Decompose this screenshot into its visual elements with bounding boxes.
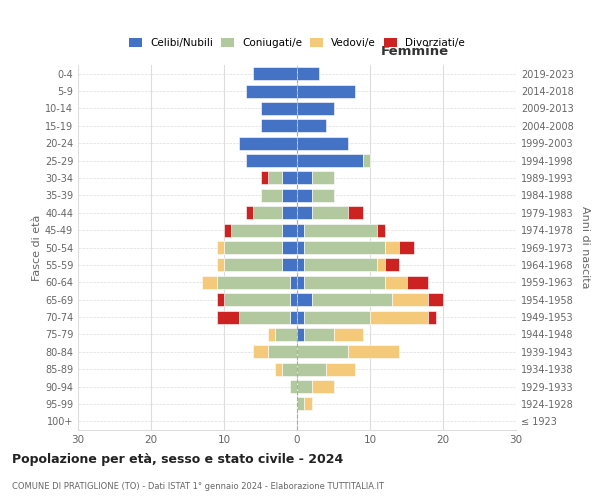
- Bar: [297, 84, 355, 98]
- Bar: [246, 84, 297, 98]
- Bar: [407, 276, 428, 289]
- Bar: [297, 346, 348, 358]
- Bar: [334, 328, 362, 341]
- Bar: [283, 189, 297, 202]
- Bar: [311, 172, 334, 184]
- Bar: [290, 310, 297, 324]
- Bar: [297, 154, 362, 167]
- Text: Femmine: Femmine: [381, 44, 449, 58]
- Bar: [399, 241, 414, 254]
- Bar: [304, 328, 334, 341]
- Bar: [239, 136, 297, 149]
- Bar: [428, 293, 443, 306]
- Bar: [297, 224, 304, 236]
- Bar: [268, 346, 297, 358]
- Bar: [283, 172, 297, 184]
- Bar: [377, 224, 385, 236]
- Bar: [370, 310, 428, 324]
- Bar: [297, 120, 326, 132]
- Bar: [428, 310, 436, 324]
- Bar: [283, 258, 297, 272]
- Bar: [385, 258, 399, 272]
- Bar: [377, 258, 385, 272]
- Bar: [268, 328, 275, 341]
- Text: COMUNE DI PRATIGLIONE (TO) - Dati ISTAT 1° gennaio 2024 - Elaborazione TUTTITALI: COMUNE DI PRATIGLIONE (TO) - Dati ISTAT …: [12, 482, 384, 491]
- Bar: [290, 293, 297, 306]
- Bar: [297, 241, 304, 254]
- Bar: [253, 346, 268, 358]
- Bar: [232, 224, 283, 236]
- Bar: [385, 276, 407, 289]
- Bar: [348, 206, 363, 220]
- Bar: [246, 206, 253, 220]
- Bar: [283, 224, 297, 236]
- Bar: [217, 310, 239, 324]
- Bar: [304, 310, 370, 324]
- Bar: [297, 398, 304, 410]
- Bar: [297, 276, 304, 289]
- Bar: [260, 172, 268, 184]
- Bar: [224, 258, 283, 272]
- Bar: [297, 380, 311, 393]
- Bar: [304, 241, 385, 254]
- Bar: [246, 154, 297, 167]
- Bar: [253, 206, 283, 220]
- Bar: [260, 189, 283, 202]
- Text: Popolazione per età, sesso e stato civile - 2024: Popolazione per età, sesso e stato civil…: [12, 452, 343, 466]
- Y-axis label: Anni di nascita: Anni di nascita: [580, 206, 590, 289]
- Bar: [297, 206, 311, 220]
- Bar: [311, 206, 348, 220]
- Bar: [297, 328, 304, 341]
- Bar: [283, 241, 297, 254]
- Bar: [297, 362, 326, 376]
- Bar: [304, 258, 377, 272]
- Bar: [297, 102, 334, 115]
- Bar: [311, 189, 334, 202]
- Bar: [217, 241, 224, 254]
- Bar: [362, 154, 370, 167]
- Bar: [297, 310, 304, 324]
- Bar: [311, 380, 334, 393]
- Bar: [304, 224, 377, 236]
- Bar: [217, 276, 290, 289]
- Bar: [392, 293, 428, 306]
- Bar: [311, 293, 392, 306]
- Bar: [297, 258, 304, 272]
- Bar: [290, 276, 297, 289]
- Bar: [224, 293, 290, 306]
- Bar: [290, 380, 297, 393]
- Bar: [297, 293, 311, 306]
- Bar: [297, 67, 319, 80]
- Bar: [202, 276, 217, 289]
- Bar: [217, 258, 224, 272]
- Bar: [253, 67, 297, 80]
- Bar: [326, 362, 355, 376]
- Bar: [348, 346, 399, 358]
- Bar: [260, 102, 297, 115]
- Bar: [297, 172, 311, 184]
- Bar: [304, 276, 385, 289]
- Bar: [275, 328, 297, 341]
- Bar: [217, 293, 224, 306]
- Y-axis label: Fasce di età: Fasce di età: [32, 214, 42, 280]
- Bar: [385, 241, 399, 254]
- Bar: [260, 120, 297, 132]
- Legend: Celibi/Nubili, Coniugati/e, Vedovi/e, Divorziati/e: Celibi/Nubili, Coniugati/e, Vedovi/e, Di…: [125, 34, 469, 52]
- Bar: [275, 362, 283, 376]
- Bar: [304, 398, 311, 410]
- Bar: [224, 241, 283, 254]
- Bar: [268, 172, 283, 184]
- Bar: [297, 189, 311, 202]
- Bar: [297, 136, 348, 149]
- Bar: [283, 206, 297, 220]
- Bar: [239, 310, 290, 324]
- Bar: [224, 224, 232, 236]
- Bar: [283, 362, 297, 376]
